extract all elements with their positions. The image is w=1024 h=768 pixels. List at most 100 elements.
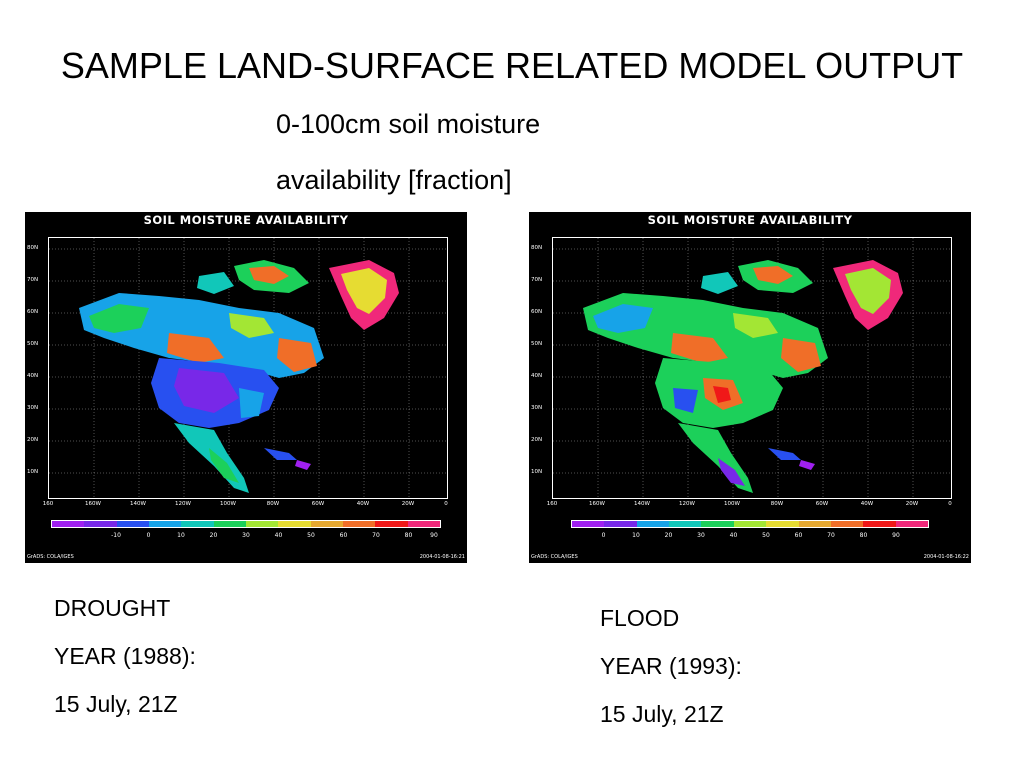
lon-label: 160W: [85, 501, 101, 507]
color-scale-segment: [895, 521, 928, 527]
color-scale-segment: [733, 521, 767, 527]
soil-moisture-map: [49, 238, 447, 498]
drought-map-panel: SOIL MOISTURE AVAILABILITY 80N 70N 60N 5…: [25, 212, 467, 563]
lat-label: 70N: [531, 277, 543, 283]
color-scale-segment: [342, 521, 376, 527]
lon-label: 120W: [679, 501, 695, 507]
lon-label: 100W: [220, 501, 236, 507]
lat-label: 10N: [531, 469, 543, 475]
caption-line: 15 July, 21Z: [600, 701, 724, 727]
color-scale-label: 90: [430, 532, 438, 539]
color-scale-segment: [245, 521, 279, 527]
color-scale-label: 50: [307, 532, 315, 539]
color-scale-bar: [571, 520, 929, 528]
subtitle-line-2: availability [fraction]: [276, 165, 512, 195]
color-scale-segment: [766, 521, 799, 527]
color-scale-segment: [701, 521, 734, 527]
color-scale-labels: 0 10 20 30 40 50 60 70 80 90: [571, 532, 929, 540]
map-plot-area: [552, 237, 952, 499]
lat-label: 80N: [531, 245, 543, 251]
lon-label: 120W: [175, 501, 191, 507]
soil-moisture-map: [553, 238, 951, 498]
lon-label: 160W: [589, 501, 605, 507]
lat-label: 70N: [27, 277, 39, 283]
color-scale-segment: [407, 521, 440, 527]
lat-label: 40N: [27, 373, 39, 379]
color-scale-label: 40: [729, 532, 738, 539]
lon-label: 60W: [311, 501, 325, 507]
lat-label: 40N: [531, 373, 543, 379]
lat-label: 30N: [531, 405, 543, 411]
latitude-labels: 80N 70N 60N 50N 40N 30N 20N 10N: [27, 237, 47, 499]
color-scale-segment: [310, 521, 343, 527]
lat-label: 20N: [27, 437, 39, 443]
color-scale-label: 0: [601, 532, 606, 539]
color-scale-labels: -10 0 10 20 30 40 50 60 70 80 90: [51, 532, 441, 540]
lat-label: 80N: [27, 245, 39, 251]
color-scale-label: 30: [697, 532, 705, 539]
page-title: SAMPLE LAND-SURFACE RELATED MODEL OUTPUT: [60, 45, 964, 86]
drought-caption: DROUGHT YEAR (1988): 15 July, 21Z: [54, 584, 196, 728]
caption-line: 15 July, 21Z: [54, 691, 178, 717]
caption-line: YEAR (1993):: [600, 653, 742, 679]
land-mass-shapes: [583, 260, 903, 493]
color-scale-segment: [830, 521, 864, 527]
color-scale-label: -10: [111, 532, 121, 539]
color-scale-label: 20: [209, 532, 218, 539]
color-scale-segment: [52, 521, 85, 527]
lon-label: 100W: [724, 501, 740, 507]
color-scale-segment: [84, 521, 117, 527]
color-scale-segment: [116, 521, 149, 527]
flood-caption: FLOOD YEAR (1993): 15 July, 21Z: [600, 594, 742, 738]
color-scale-label: 60: [794, 532, 803, 539]
color-scale-segment: [669, 521, 702, 527]
caption-line: DROUGHT: [54, 595, 171, 621]
lon-label: 140W: [634, 501, 650, 507]
lat-label: 60N: [531, 309, 543, 315]
flood-map-panel: SOIL MOISTURE AVAILABILITY 80N 70N 60N 5…: [529, 212, 971, 563]
lat-label: 30N: [27, 405, 39, 411]
longitude-labels: 160 160W 140W 120W 100W 80W 60W 40W 20W …: [43, 501, 448, 509]
color-scale-label: 80: [404, 532, 413, 539]
longitude-labels: 160 160W 140W 120W 100W 80W 60W 40W 20W …: [547, 501, 952, 509]
lat-label: 60N: [27, 309, 39, 315]
grads-credit: GrADS: COLA/IGES: [27, 554, 74, 560]
color-scale-label: 30: [242, 532, 250, 539]
lon-label: 20W: [401, 501, 415, 507]
caption-line: YEAR (1988):: [54, 643, 196, 669]
color-scale-label: 40: [274, 532, 283, 539]
lon-label: 40W: [356, 501, 370, 507]
lon-label: 40W: [860, 501, 874, 507]
lon-label: 80W: [266, 501, 280, 507]
color-scale-label: 70: [372, 532, 380, 539]
lon-label: 140W: [130, 501, 146, 507]
color-scale-label: 60: [339, 532, 348, 539]
lon-label: 60W: [815, 501, 829, 507]
color-scale-label: 10: [632, 532, 640, 539]
caption-line: FLOOD: [600, 605, 680, 631]
color-scale-label: 90: [892, 532, 900, 539]
land-mass-shapes: [79, 260, 399, 493]
color-scale-segment: [278, 521, 311, 527]
color-scale-segment: [375, 521, 408, 527]
map-timestamp: 2004-01-08-16:22: [923, 554, 969, 560]
lon-label: 0: [948, 501, 952, 507]
lon-label: 160: [42, 501, 54, 507]
map-title: SOIL MOISTURE AVAILABILITY: [647, 213, 853, 227]
color-scale-label: 80: [859, 532, 868, 539]
color-scale-segment: [798, 521, 831, 527]
color-scale-segment: [572, 521, 605, 527]
color-scale-label: 0: [146, 532, 151, 539]
lat-label: 20N: [531, 437, 543, 443]
color-scale-label: 70: [827, 532, 835, 539]
lon-label: 80W: [770, 501, 784, 507]
color-scale-segment: [213, 521, 246, 527]
color-scale-segment: [863, 521, 896, 527]
map-timestamp: 2004-01-08-16:21: [419, 554, 465, 560]
subtitle-line-1: 0-100cm soil moisture: [276, 109, 541, 139]
lon-label: 160: [546, 501, 558, 507]
color-scale-segment: [604, 521, 637, 527]
lat-label: 50N: [531, 341, 543, 347]
map-title: SOIL MOISTURE AVAILABILITY: [143, 213, 349, 227]
color-scale-label: 50: [762, 532, 770, 539]
